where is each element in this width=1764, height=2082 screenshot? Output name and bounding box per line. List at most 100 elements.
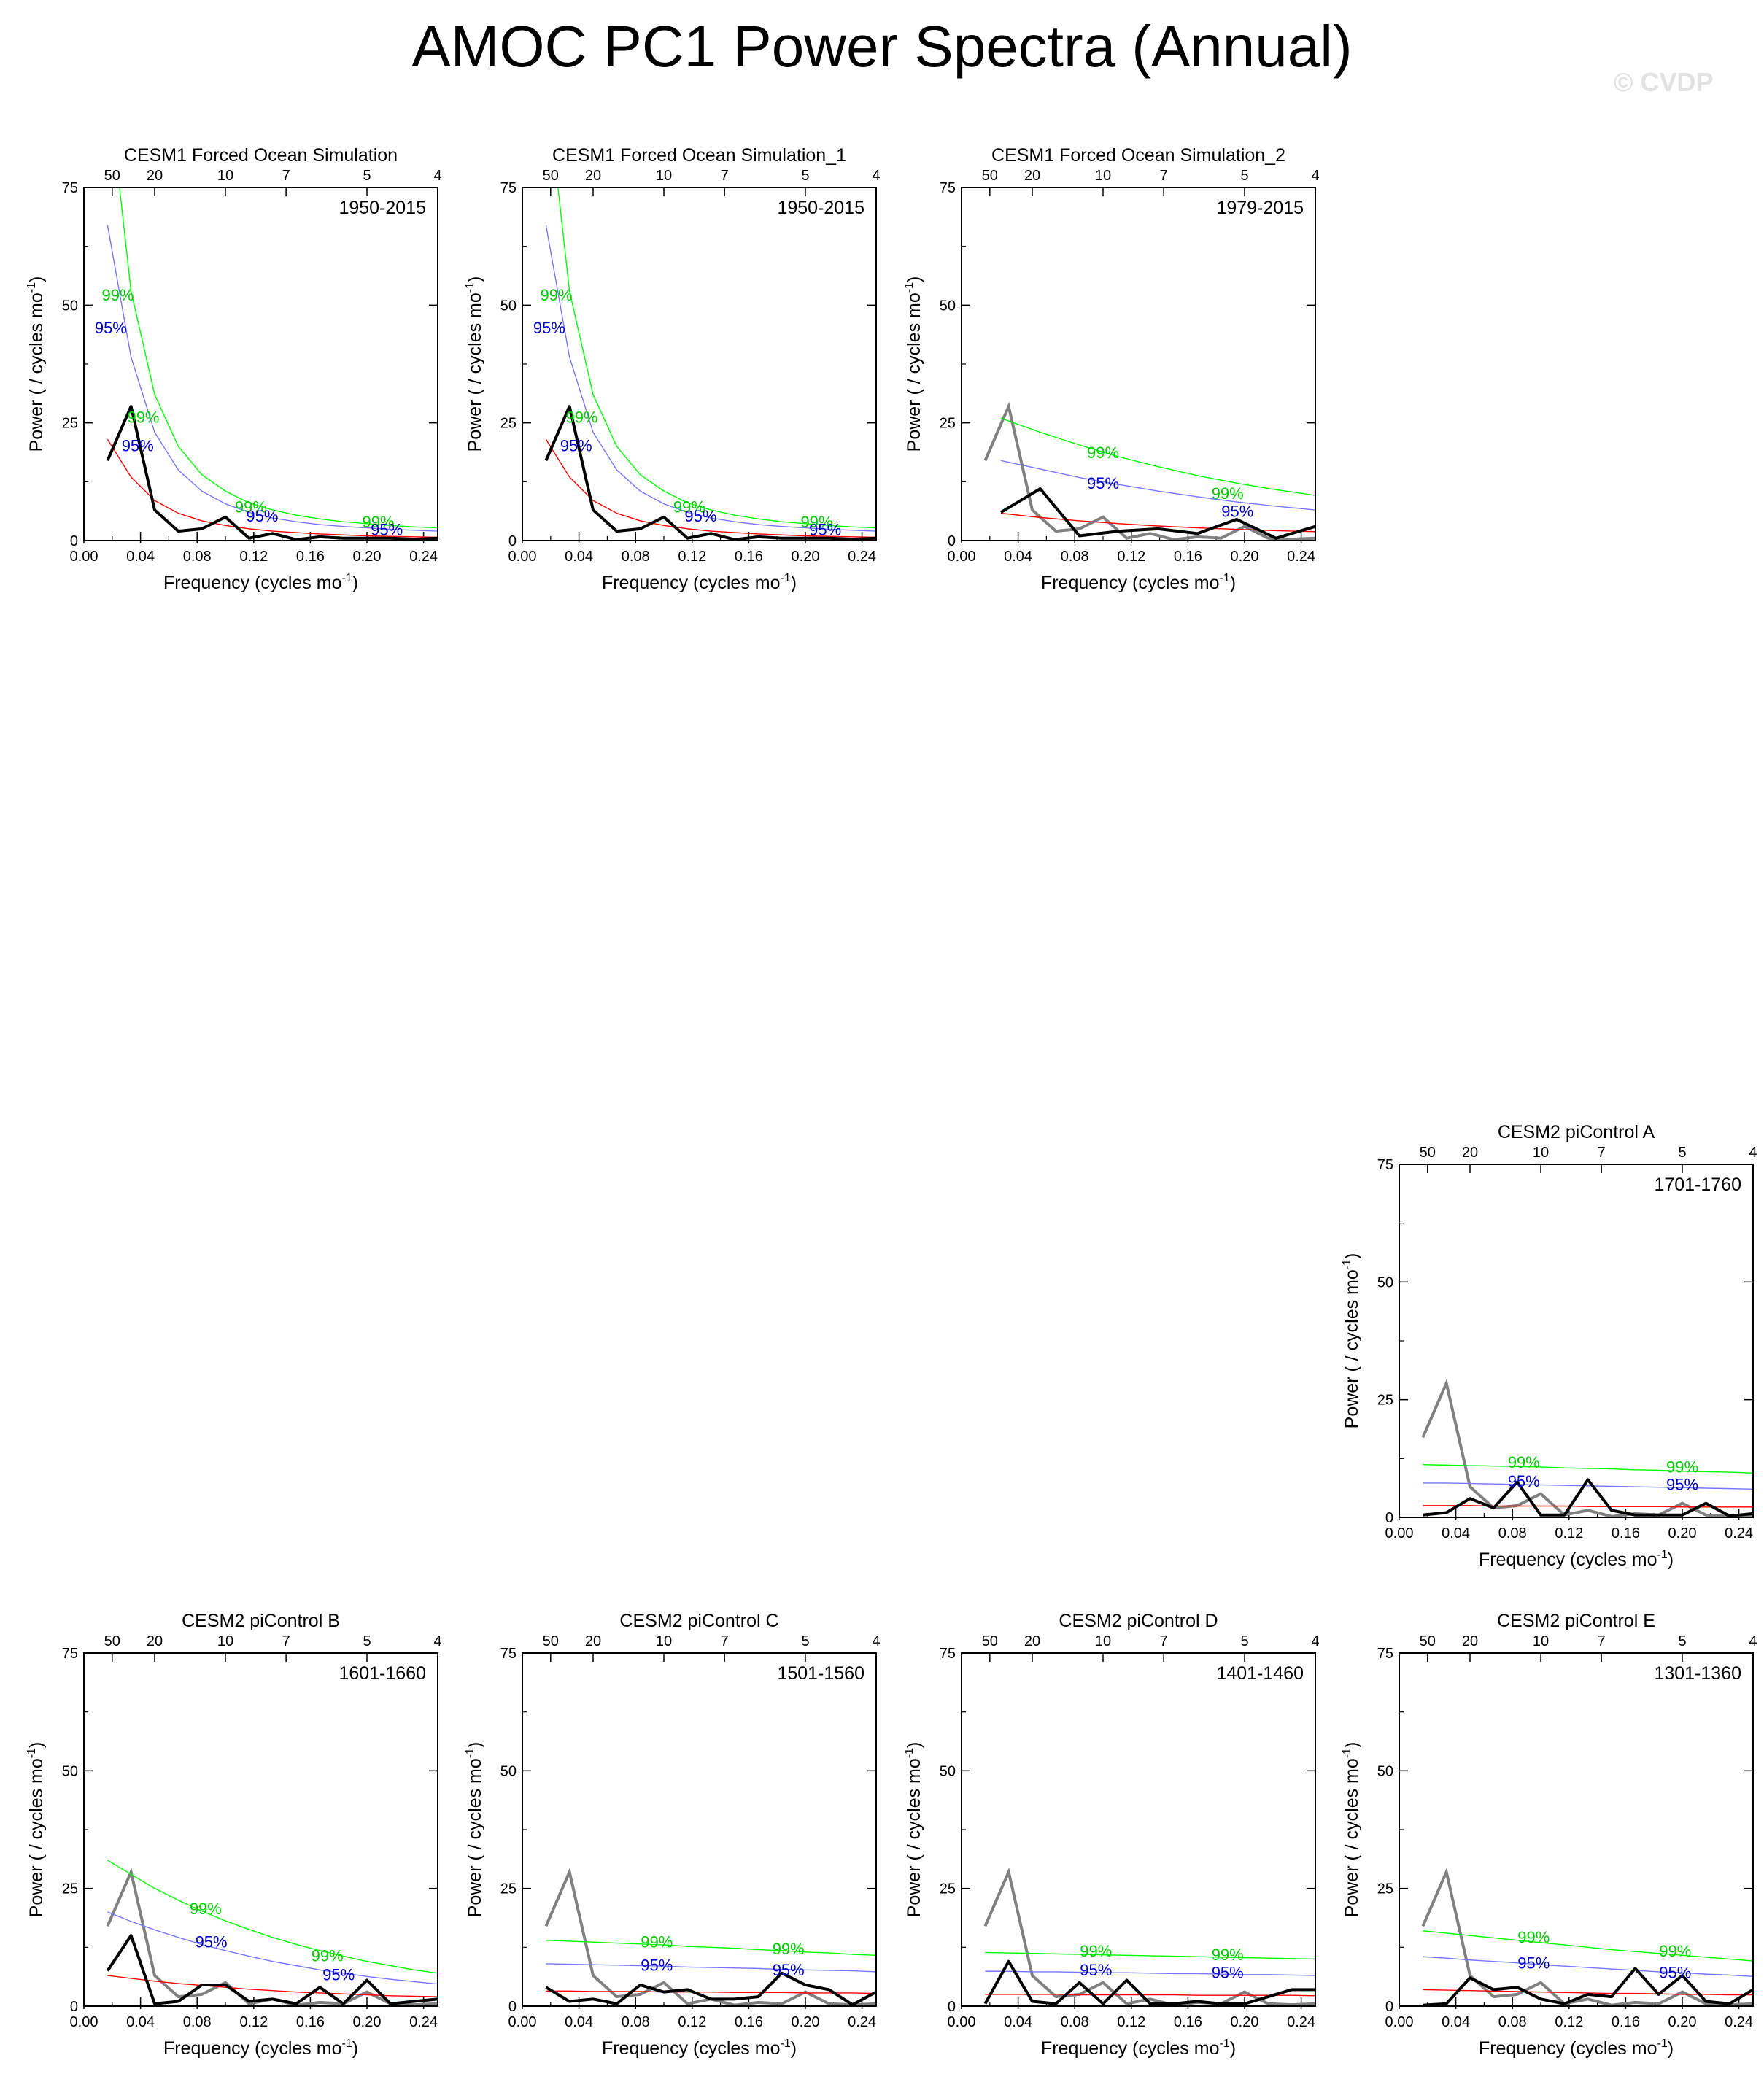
top-tick-label: 5 — [801, 1633, 809, 1649]
x-tick-label: 0.08 — [1498, 1525, 1527, 1541]
reference-spectrum-line — [983, 1867, 1315, 2006]
top-tick-label: 5 — [801, 168, 809, 184]
confidence-annotation: 95% — [371, 520, 403, 538]
red-noise-line — [985, 1994, 1315, 1997]
period-label: 1401-1460 — [1216, 1663, 1304, 1684]
x-tick-label: 0.00 — [508, 549, 537, 565]
top-tick-label: 50 — [543, 168, 559, 184]
confidence-annotation: 99% — [541, 286, 573, 304]
x-tick-label: 0.20 — [1668, 2014, 1697, 2030]
top-tick-label: 4 — [1749, 1145, 1757, 1161]
top-tick-label: 20 — [585, 1633, 601, 1649]
x-tick-label: 0.16 — [735, 549, 763, 565]
x-tick-label: 0.16 — [296, 549, 325, 565]
period-label: 1301-1360 — [1654, 1663, 1741, 1684]
x-tick-label: 0.20 — [353, 549, 382, 565]
x-tick-label: 0.24 — [409, 2014, 438, 2030]
watermark: © CVDP — [1614, 67, 1714, 97]
y-tick-label: 50 — [62, 1763, 78, 1779]
x-axis-label: Frequency (cycles mo-1) — [1041, 2038, 1236, 2059]
confidence-annotation: 99% — [1212, 484, 1244, 503]
spectrum-line — [106, 405, 438, 541]
top-tick-label: 10 — [1095, 168, 1111, 184]
x-tick-label: 0.12 — [1117, 2014, 1145, 2030]
panel-title: CESM2 piControl A — [1498, 1122, 1655, 1142]
top-tick-label: 7 — [1160, 168, 1168, 184]
spectrum-panel-8: CESM2 piControl E 1301-1360 0.00 0.04 0.08 0.… — [1341, 1611, 1757, 2059]
confidence-99-line — [1423, 1464, 1753, 1474]
panel-title: CESM1 Forced Ocean Simulation — [124, 145, 398, 166]
top-tick-label: 7 — [1598, 1145, 1606, 1161]
x-tick-label: 0.08 — [622, 2014, 650, 2030]
spectrum-panel-2: CESM1 Forced Ocean Simulation_1 1950-2015… — [464, 145, 881, 593]
y-axis-label: Power ( / cycles mo-1) — [903, 276, 924, 452]
x-tick-label: 0.12 — [1117, 549, 1145, 565]
x-tick-label: 0.20 — [1231, 2014, 1259, 2030]
x-tick-label: 0.04 — [1004, 2014, 1032, 2030]
confidence-99-line — [546, 1939, 876, 1957]
spectrum-panel-4: CESM2 piControl A 1701-1760 0.00 0.04 0.08 0.… — [1341, 1122, 1757, 1570]
confidence-annotation: 95% — [95, 319, 127, 337]
plot-area — [106, 1860, 438, 2006]
top-tick-label: 20 — [1462, 1145, 1478, 1161]
top-tick-label: 10 — [217, 1633, 233, 1649]
y-tick-label: 0 — [1385, 1510, 1393, 1526]
confidence-annotation: 99% — [673, 498, 705, 516]
x-tick-label: 0.04 — [565, 2014, 593, 2030]
x-axis-label: Frequency (cycles mo-1) — [163, 572, 358, 593]
red-noise-line — [545, 438, 876, 538]
x-axis-label: Frequency (cycles mo-1) — [1479, 2038, 1674, 2059]
top-tick-label: 20 — [585, 168, 601, 184]
top-tick-label: 50 — [543, 1633, 559, 1649]
panel-title: CESM2 piControl E — [1497, 1611, 1655, 1631]
x-tick-label: 0.20 — [353, 2014, 382, 2030]
top-tick-label: 4 — [872, 1633, 880, 1649]
y-tick-label: 50 — [62, 298, 78, 314]
top-tick-label: 4 — [1749, 1633, 1757, 1649]
x-tick-label: 0.24 — [848, 549, 876, 565]
top-tick-label: 20 — [147, 1633, 163, 1649]
panel-title: CESM1 Forced Ocean Simulation_2 — [991, 145, 1285, 166]
period-label: 1979-2015 — [1216, 198, 1304, 218]
panel-title: CESM1 Forced Ocean Simulation_1 — [552, 145, 846, 166]
red-noise-line — [546, 1990, 876, 1994]
y-tick-label: 25 — [62, 1881, 78, 1897]
y-tick-label: 25 — [940, 416, 956, 432]
top-tick-label: 5 — [1240, 168, 1248, 184]
confidence-annotation: 95% — [1080, 1961, 1112, 1979]
plot-frame — [1399, 1164, 1754, 1518]
confidence-annotation: 99% — [773, 1940, 805, 1958]
y-tick-label: 25 — [940, 1881, 956, 1897]
top-tick-label: 4 — [433, 1633, 441, 1649]
top-tick-label: 50 — [982, 168, 998, 184]
top-tick-label: 5 — [363, 1633, 371, 1649]
plot-frame — [1399, 1652, 1754, 2007]
x-tick-label: 0.12 — [678, 2014, 706, 2030]
x-tick-label: 0.24 — [1725, 1525, 1753, 1541]
confidence-annotation: 95% — [1659, 1963, 1691, 1981]
confidence-annotation: 95% — [641, 1957, 673, 1975]
plot-area — [106, 187, 438, 541]
plot-frame — [522, 1652, 877, 2007]
top-tick-label: 10 — [656, 168, 672, 184]
x-tick-label: 0.00 — [508, 2014, 537, 2030]
x-tick-label: 0.24 — [409, 549, 438, 565]
red-noise-line — [1000, 512, 1315, 533]
x-tick-label: 0.08 — [1061, 549, 1089, 565]
reference-spectrum-line — [544, 1867, 876, 2006]
x-tick-label: 0.08 — [1498, 2014, 1527, 2030]
y-tick-label: 50 — [500, 1763, 517, 1779]
y-axis-label: Power ( / cycles mo-1) — [464, 276, 485, 452]
confidence-annotation: 95% — [246, 507, 278, 525]
spectrum-line — [983, 1959, 1315, 2005]
x-axis-label: Frequency (cycles mo-1) — [1041, 572, 1236, 593]
x-tick-label: 0.20 — [792, 549, 820, 565]
y-axis-label: Power ( / cycles mo-1) — [1341, 1253, 1362, 1429]
spectrum-panel-1: CESM1 Forced Ocean Simulation 1950-2015 0.… — [26, 145, 442, 593]
y-tick-label: 75 — [62, 1646, 78, 1662]
confidence-annotation: 99% — [1508, 1453, 1540, 1471]
confidence-annotation: 95% — [1221, 503, 1253, 521]
panel-title: CESM2 piControl C — [619, 1611, 778, 1631]
top-tick-label: 20 — [1024, 1633, 1040, 1649]
reference-spectrum-line — [1421, 1867, 1753, 2006]
